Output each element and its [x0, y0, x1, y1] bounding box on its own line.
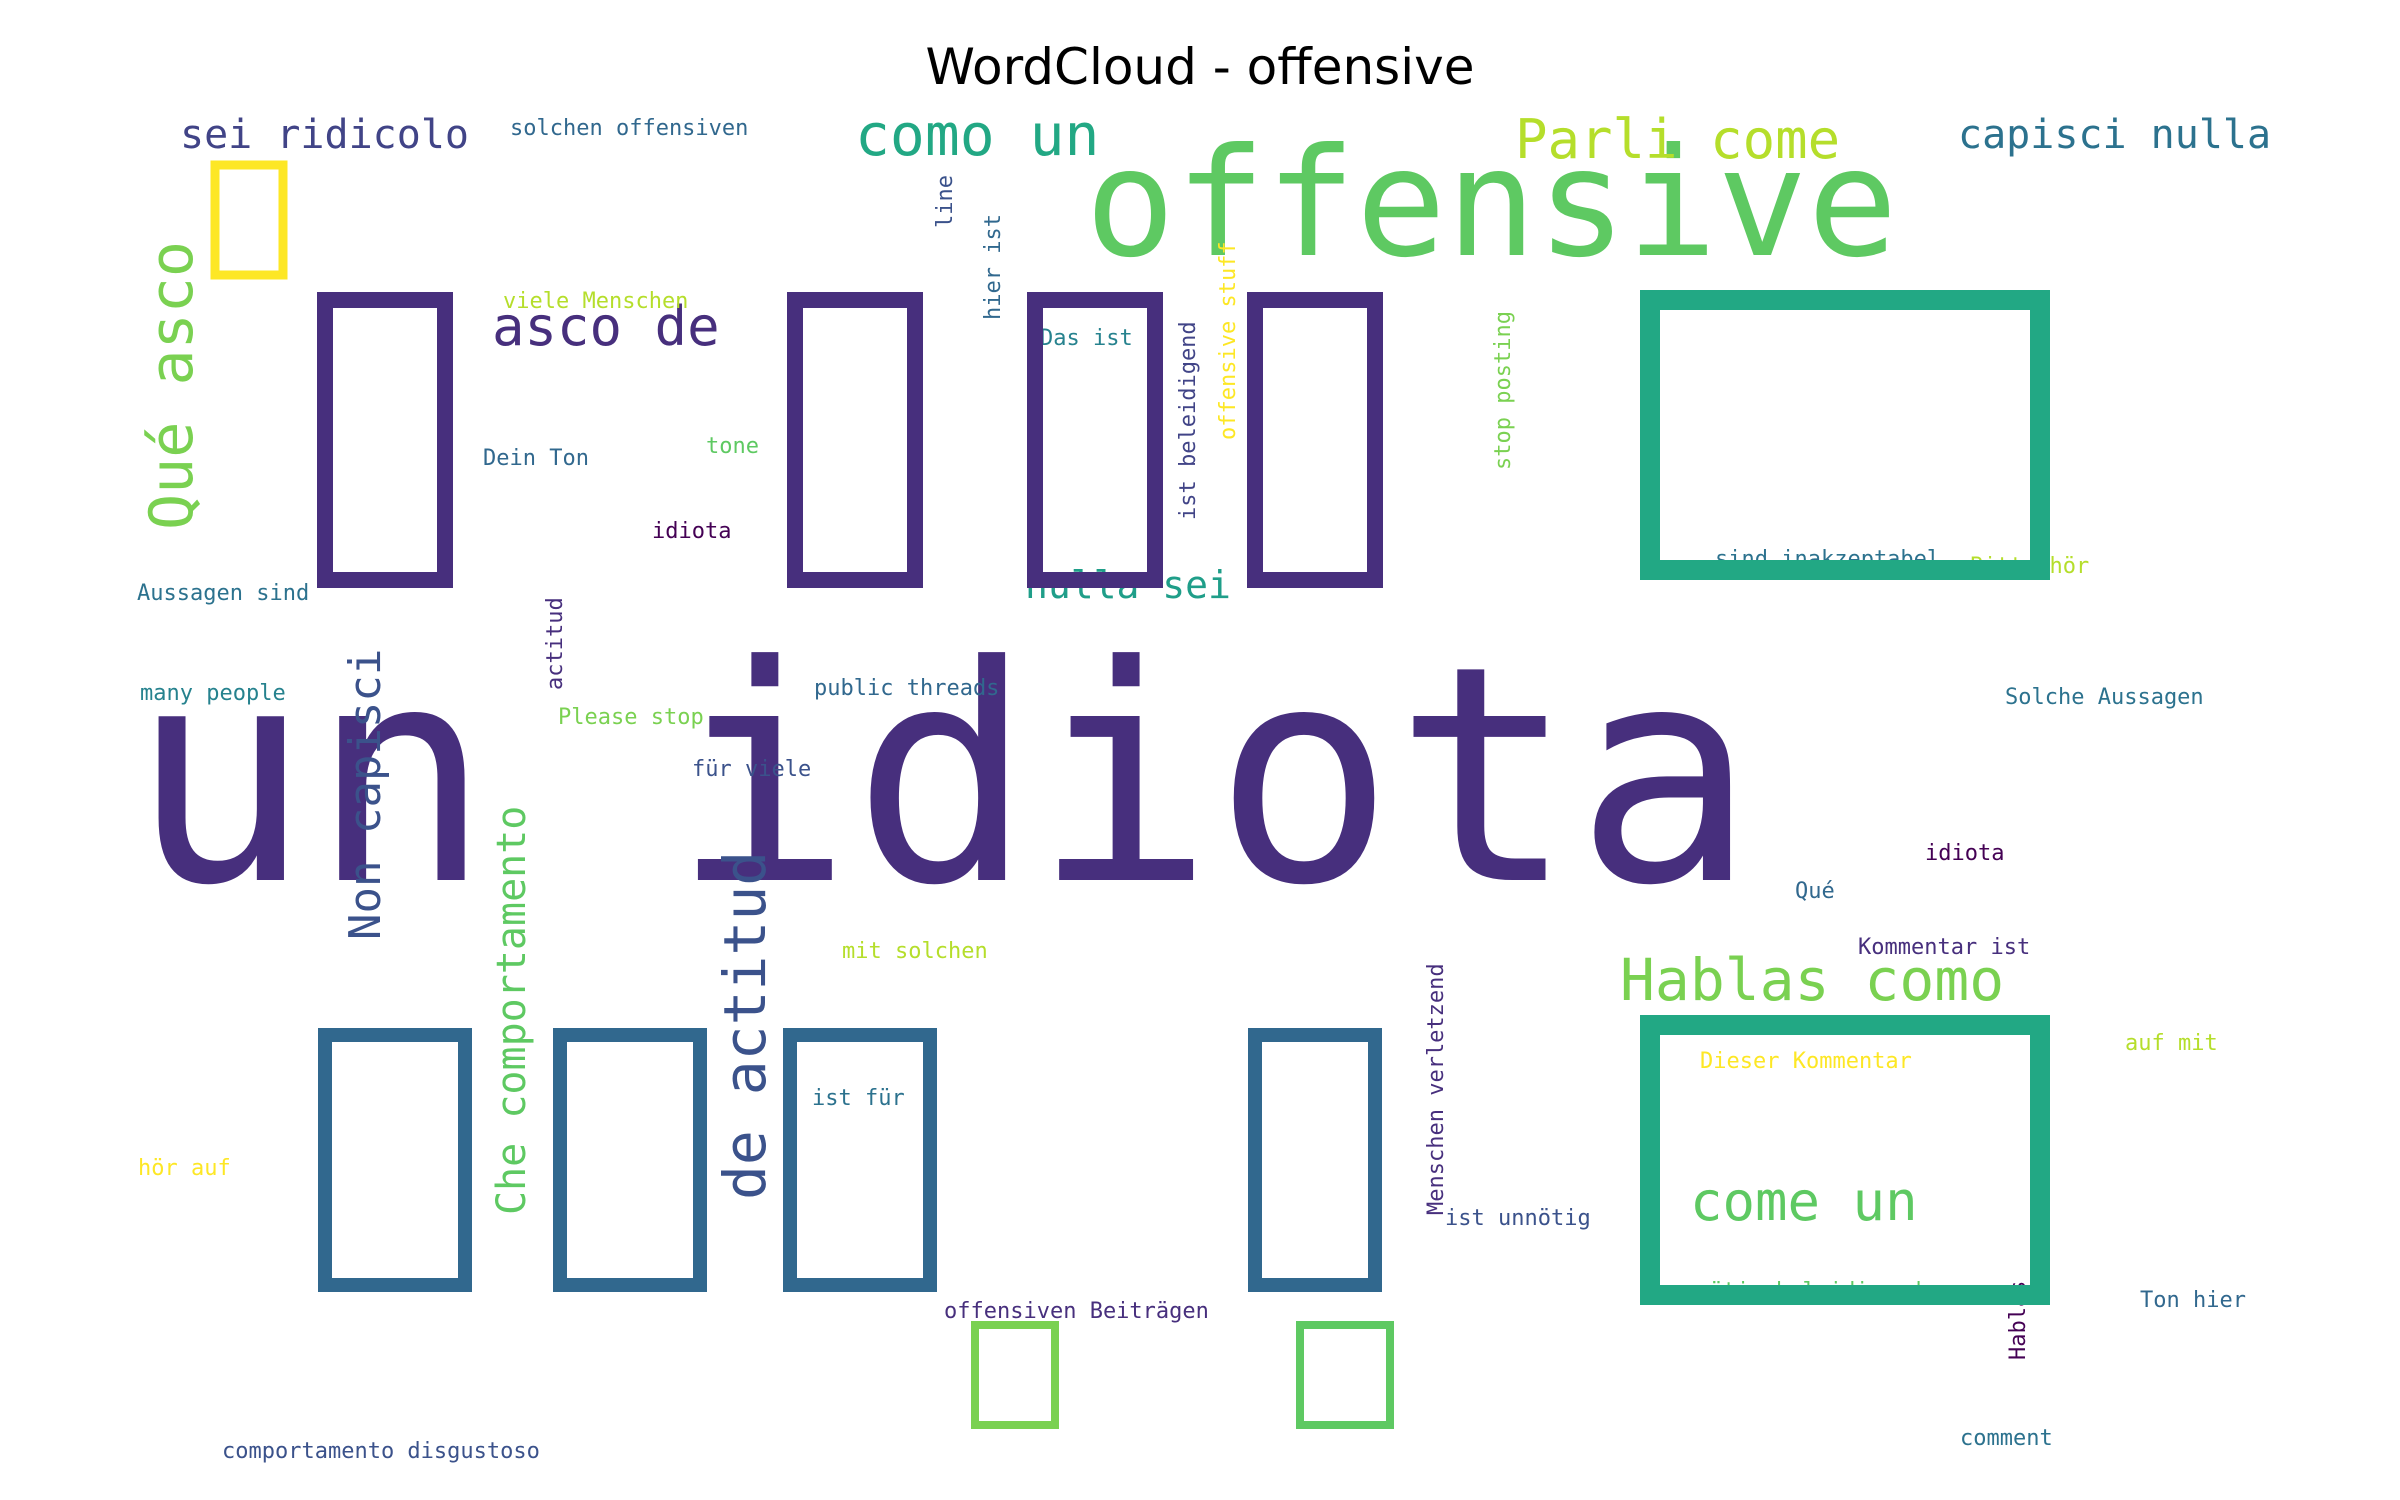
word-26: many people — [140, 681, 286, 706]
word-15: Das ist — [1040, 326, 1133, 351]
word-43: ist unnötig — [1445, 1206, 1591, 1231]
word-27: actitud — [543, 597, 568, 690]
word-0: un idiota — [130, 602, 1756, 951]
missing-glyph-box-5 — [1640, 1015, 2050, 1305]
missing-glyph-box-3 — [1247, 292, 1383, 588]
word-5: asco de — [492, 295, 720, 358]
word-33: Solche Aussagen — [2005, 685, 2204, 710]
missing-glyph-box-8 — [783, 1028, 937, 1292]
word-2: Hablas como — [1620, 946, 2004, 1014]
word-18: ist beleidigend — [1176, 321, 1201, 520]
word-16: hier ist — [981, 214, 1006, 320]
word-34: idiota — [1925, 841, 2004, 866]
word-23: tone — [706, 434, 759, 459]
missing-glyph-box-10 — [210, 160, 288, 280]
word-1: offensive — [1085, 117, 1898, 291]
word-10: sei ridicolo — [180, 112, 469, 158]
missing-glyph-box-6 — [318, 1028, 472, 1292]
word-24: idiota — [652, 519, 731, 544]
word-12: Che comportamento — [489, 806, 535, 1215]
word-11: Non capisci — [340, 649, 391, 940]
word-29: Please stop — [558, 705, 704, 730]
word-28: public threads — [814, 676, 999, 701]
word-19: offensive stuff — [1216, 241, 1241, 440]
word-42: hör auf — [138, 1156, 231, 1181]
word-46: Ton hier — [2140, 1288, 2246, 1313]
chart-title: WordCloud - offensive — [925, 38, 1475, 96]
word-20: stop posting — [1491, 311, 1516, 470]
word-35: Qué — [1795, 879, 1835, 904]
missing-glyph-box-9 — [1248, 1028, 1382, 1292]
word-47: offensiven Beiträgen — [944, 1299, 1209, 1324]
word-14: solchen offensiven — [510, 116, 748, 141]
missing-glyph-box-12 — [1296, 1321, 1394, 1429]
word-38: Menschen verletzend — [1424, 963, 1449, 1215]
word-39: Dieser Kommentar — [1700, 1049, 1912, 1074]
word-48: comportamento disgustoso — [222, 1439, 540, 1464]
missing-glyph-box-11 — [971, 1321, 1059, 1429]
missing-glyph-box-2 — [1027, 292, 1163, 588]
word-21: viele Menschen — [503, 289, 688, 314]
word-36: mit solchen — [842, 939, 988, 964]
word-49: comment — [1960, 1426, 2053, 1451]
word-37: Kommentar ist — [1858, 935, 2030, 960]
word-30: für viele — [692, 757, 811, 782]
word-6: Qué asco — [137, 241, 207, 530]
word-17: line — [933, 175, 958, 228]
missing-glyph-box-7 — [553, 1028, 707, 1292]
missing-glyph-box-4 — [1640, 290, 2050, 580]
word-22: Dein Ton — [483, 446, 589, 471]
word-3: como un — [855, 101, 1099, 169]
word-7: de actitud — [711, 851, 779, 1200]
word-8: come un — [1690, 1170, 1918, 1233]
word-41: ist für — [812, 1086, 905, 1111]
word-40: auf mit — [2125, 1031, 2218, 1056]
missing-glyph-box-0 — [317, 292, 453, 588]
word-25: Aussagen sind — [137, 581, 309, 606]
word-4: Parli come — [1515, 108, 1840, 171]
word-9: capisci nulla — [1958, 112, 2271, 158]
missing-glyph-box-1 — [787, 292, 923, 588]
